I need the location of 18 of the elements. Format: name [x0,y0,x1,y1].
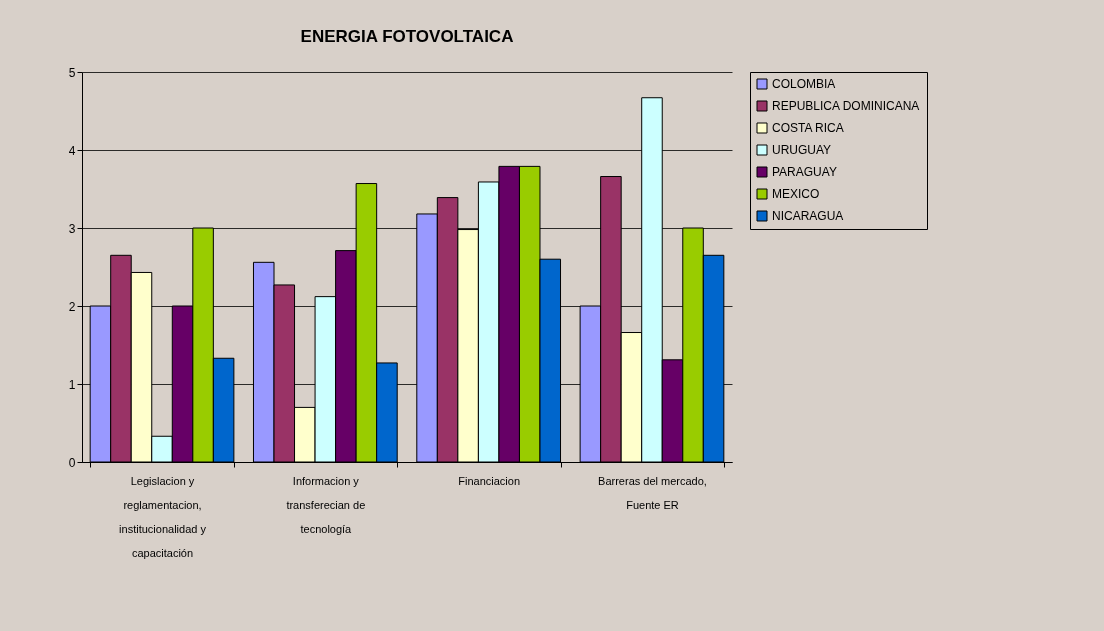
chart-title: ENERGIA FOTOVOLTAICA [300,27,514,46]
x-tick-label: Barreras del mercado, Fuente ER [598,474,707,511]
y-tick-label: 3 [68,221,76,236]
y-tick-label: 1 [68,377,76,392]
legend-label: MEXICO [772,187,820,201]
legend-label: URUGUAY [772,143,832,157]
y-tick-label: 2 [68,299,76,314]
x-tick-label: Informacion y transferecian de tecnología [286,474,366,535]
legend-label: COSTA RICA [772,121,844,135]
legend-label: PARAGUAY [772,165,837,179]
x-tick-label: Legislacion y reglamentacion, institucionalidad y capacitación [119,474,207,559]
legend-label: NICARAGUA [772,209,844,223]
y-tick-label: 4 [68,143,76,158]
y-tick-label: 5 [68,65,76,80]
y-tick-label: 0 [68,455,76,470]
x-tick-label: Financiacion [458,474,521,487]
legend-label: REPUBLICA DOMINICANA [772,99,920,113]
legend-label: COLOMBIA [772,77,836,91]
